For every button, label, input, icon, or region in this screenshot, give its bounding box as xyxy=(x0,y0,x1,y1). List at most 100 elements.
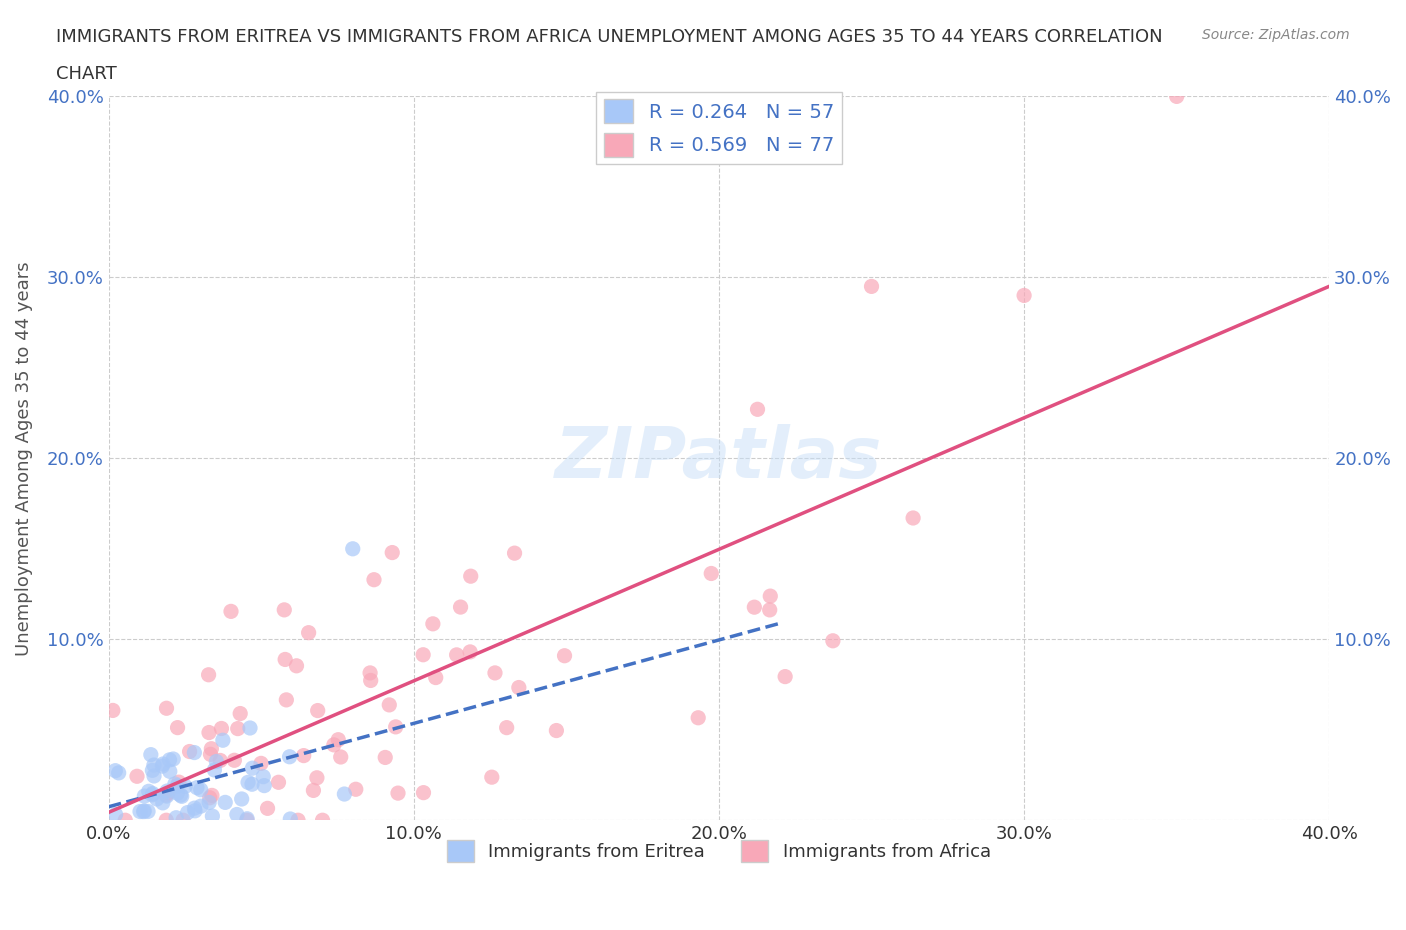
Immigrants from Africa xyxy=(384,720,406,735)
Immigrants from Eritrea xyxy=(129,804,152,819)
Immigrants from Africa xyxy=(155,813,177,828)
Immigrants from Africa xyxy=(167,775,190,790)
Immigrants from Eritrea xyxy=(198,795,221,810)
Immigrants from Africa xyxy=(292,748,315,763)
Immigrants from Africa xyxy=(200,747,222,762)
Immigrants from Africa xyxy=(374,750,396,764)
Immigrants from Africa xyxy=(197,668,219,683)
Immigrants from Eritrea xyxy=(342,541,364,556)
Immigrants from Africa xyxy=(1012,288,1035,303)
Immigrants from Eritrea xyxy=(231,791,253,806)
Immigrants from Eritrea xyxy=(156,789,179,804)
Immigrants from Eritrea xyxy=(142,758,165,773)
Immigrants from Africa xyxy=(821,633,844,648)
Immigrants from Africa xyxy=(267,775,290,790)
Immigrants from Africa xyxy=(236,813,259,828)
Immigrants from Eritrea xyxy=(205,754,228,769)
Immigrants from Eritrea xyxy=(183,801,205,816)
Immigrants from Eritrea xyxy=(132,804,155,819)
Legend: Immigrants from Eritrea, Immigrants from Africa: Immigrants from Eritrea, Immigrants from… xyxy=(440,832,998,870)
Immigrants from Eritrea xyxy=(242,761,264,776)
Immigrants from Eritrea xyxy=(152,795,174,810)
Immigrants from Africa xyxy=(285,658,308,673)
Immigrants from Eritrea xyxy=(278,750,301,764)
Immigrants from Africa xyxy=(307,703,329,718)
Immigrants from Africa xyxy=(226,721,249,736)
Immigrants from Africa xyxy=(166,720,188,735)
Immigrants from Africa xyxy=(179,744,201,759)
Immigrants from Africa xyxy=(224,753,246,768)
Immigrants from Eritrea xyxy=(162,751,184,766)
Immigrants from Africa xyxy=(344,782,367,797)
Immigrants from Africa xyxy=(508,680,530,695)
Immigrants from Eritrea xyxy=(212,733,235,748)
Immigrants from Africa xyxy=(758,603,780,618)
Immigrants from Africa xyxy=(274,652,297,667)
Immigrants from Africa xyxy=(322,737,344,752)
Immigrants from Africa xyxy=(229,706,252,721)
Immigrants from Africa xyxy=(503,546,526,561)
Immigrants from Eritrea xyxy=(190,799,212,814)
Immigrants from Eritrea xyxy=(240,777,263,791)
Immigrants from Africa xyxy=(422,617,444,631)
Immigrants from Eritrea xyxy=(202,763,225,777)
Immigrants from Eritrea xyxy=(252,769,274,784)
Immigrants from Eritrea xyxy=(145,791,167,806)
Immigrants from Eritrea xyxy=(176,805,198,820)
Immigrants from Africa xyxy=(156,785,179,800)
Immigrants from Africa xyxy=(305,770,328,785)
Immigrants from Eritrea xyxy=(169,788,191,803)
Immigrants from Eritrea xyxy=(333,787,356,802)
Immigrants from Africa xyxy=(198,725,221,740)
Immigrants from Africa xyxy=(101,703,124,718)
Text: Source: ZipAtlas.com: Source: ZipAtlas.com xyxy=(1202,28,1350,42)
Immigrants from Eritrea xyxy=(163,777,186,791)
Immigrants from Eritrea xyxy=(143,768,166,783)
Immigrants from Eritrea xyxy=(239,721,262,736)
Immigrants from Africa xyxy=(378,698,401,712)
Immigrants from Eritrea xyxy=(141,788,163,803)
Immigrants from Eritrea xyxy=(104,807,127,822)
Immigrants from Africa xyxy=(458,644,481,659)
Immigrants from Africa xyxy=(256,801,278,816)
Immigrants from Africa xyxy=(328,732,350,747)
Immigrants from Africa xyxy=(155,788,177,803)
Immigrants from Eritrea xyxy=(170,789,193,804)
Immigrants from Africa xyxy=(744,600,766,615)
Immigrants from Eritrea xyxy=(201,809,224,824)
Immigrants from Eritrea xyxy=(236,811,259,826)
Immigrants from Eritrea xyxy=(186,780,208,795)
Immigrants from Africa xyxy=(481,770,503,785)
Immigrants from Eritrea xyxy=(152,757,174,772)
Immigrants from Africa xyxy=(446,647,468,662)
Immigrants from Africa xyxy=(759,589,782,604)
Immigrants from Africa xyxy=(273,603,295,618)
Immigrants from Eritrea xyxy=(190,782,212,797)
Immigrants from Eritrea xyxy=(183,745,205,760)
Immigrants from Eritrea xyxy=(159,764,181,778)
Immigrants from Eritrea xyxy=(184,804,207,818)
Text: ZIPatlas: ZIPatlas xyxy=(555,424,883,493)
Immigrants from Eritrea xyxy=(104,764,127,778)
Immigrants from Africa xyxy=(114,813,136,828)
Immigrants from Eritrea xyxy=(107,765,129,780)
Immigrants from Africa xyxy=(381,545,404,560)
Immigrants from Africa xyxy=(155,701,177,716)
Immigrants from Africa xyxy=(201,788,224,803)
Immigrants from Eritrea xyxy=(278,812,301,827)
Immigrants from Africa xyxy=(359,666,381,681)
Immigrants from Eritrea xyxy=(253,778,276,793)
Immigrants from Eritrea xyxy=(136,804,159,818)
Immigrants from Eritrea xyxy=(225,807,247,822)
Immigrants from Africa xyxy=(460,569,482,584)
Immigrants from Eritrea xyxy=(165,810,187,825)
Immigrants from Africa xyxy=(298,625,321,640)
Immigrants from Africa xyxy=(425,671,447,685)
Immigrants from Africa xyxy=(412,647,434,662)
Immigrants from Africa xyxy=(901,511,924,525)
Immigrants from Africa xyxy=(484,666,506,681)
Immigrants from Africa xyxy=(172,813,194,828)
Immigrants from Africa xyxy=(546,724,568,738)
Immigrants from Africa xyxy=(211,721,233,736)
Immigrants from Africa xyxy=(250,756,273,771)
